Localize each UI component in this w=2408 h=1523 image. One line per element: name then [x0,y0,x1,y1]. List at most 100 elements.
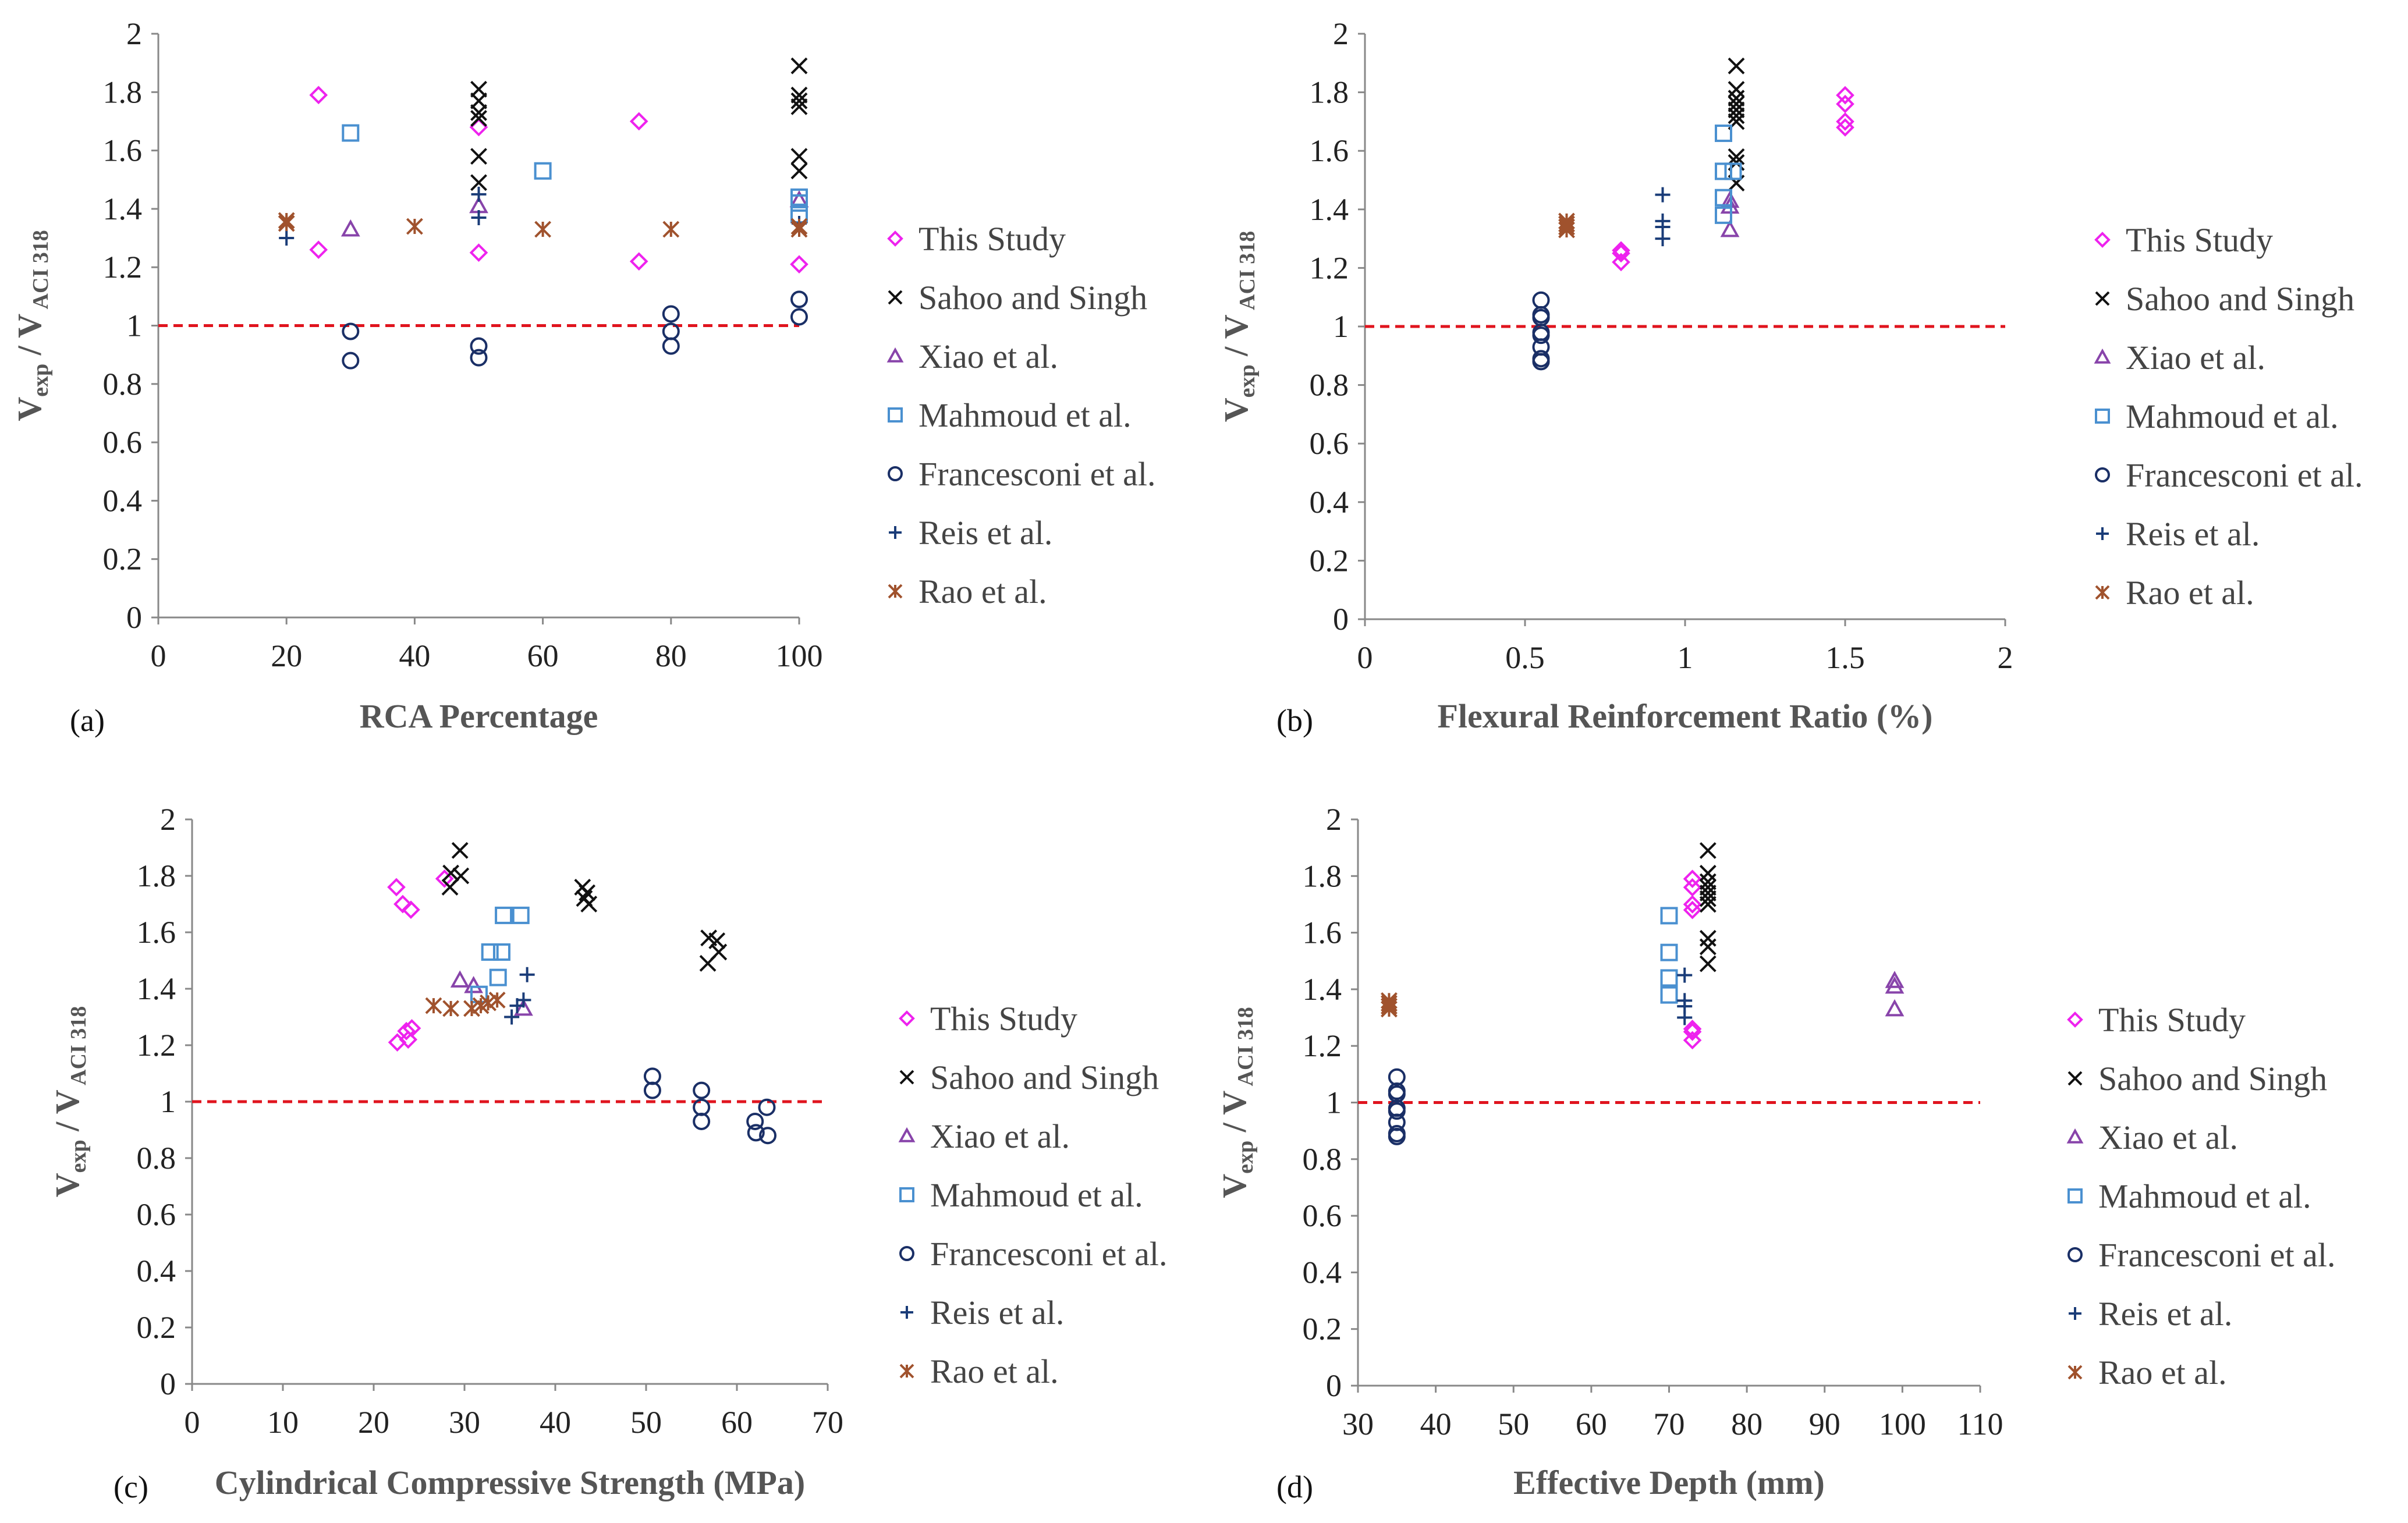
legend: This Study Sahoo and Singh Xiao et al. Mahm… [2094,221,2363,612]
legend-marker [888,290,903,305]
y-tick-label: 2 [160,802,176,837]
legend-marker [2066,1128,2084,1144]
data-point [509,998,525,1014]
x-tick-label: 70 [812,1405,843,1440]
y-tick-label: 2 [1326,802,1342,837]
legend-marker [889,526,902,539]
data-point [406,218,423,235]
legend-marker [900,1306,913,1319]
data-point [1683,1023,1702,1041]
series-this-study [309,86,808,274]
chart-b: 0 0.2 0.4 0.6 0.8 1 1.2 1.4 1.6 1.8 2 0 0.5 1 1.5 2 Flex… [1217,16,2363,738]
y-tick-label: 1.8 [137,858,176,893]
data-point [759,1127,777,1145]
legend-label: Mahmoud et al. [2126,397,2339,435]
data-point [393,894,412,914]
y-tick-label: 0 [160,1366,176,1401]
data-point [1660,907,1678,925]
data-point [464,976,483,993]
data-point [790,221,808,238]
data-point [489,968,507,986]
legend-label: Xiao et al. [2098,1119,2238,1156]
legend-label: Xiao et al. [918,338,1058,375]
series-mahmoud-et-al [470,906,530,1003]
legend-label: Reis et al. [918,514,1052,552]
x-tick-label: 60 [1576,1407,1607,1442]
data-point [1655,187,1671,203]
x-axis-title: RCA Percentage [360,697,598,735]
data-point [1683,869,1702,888]
data-point [1720,219,1740,237]
data-point [469,118,488,137]
y-axis-title: Vexp / V ACI 318 [1217,231,1260,422]
chart-a: 00.20.40.60.811.21.41.61.820 20 40 60 80 100R… [10,16,1155,738]
y-tick-label: 1.8 [1310,75,1349,110]
data-point [512,906,530,924]
y-tick-label: 0.2 [103,542,143,577]
y-axis-title-part: V [1217,397,1255,422]
data-point [1699,896,1717,913]
x-tick-label: 0.5 [1505,640,1545,675]
legend-marker [2069,1307,2081,1320]
legend-label: Mahmoud et al. [2098,1177,2311,1215]
data-point [341,219,360,237]
data-point [1728,148,1745,165]
data-point [278,215,295,232]
legend-label: Reis et al. [2098,1295,2232,1333]
legend-marker [2067,1071,2083,1086]
y-tick-label: 1.8 [1303,858,1342,893]
x-tick-label: 60 [527,638,559,673]
legend-marker [899,1246,914,1261]
data-point [1655,231,1671,247]
legend-label: Francesconi et al. [2098,1236,2335,1274]
y-tick-label: 0.6 [103,425,143,460]
y-tick-label: 1.4 [103,191,143,226]
data-point [342,124,360,142]
data-point [1885,971,1905,988]
legend-marker [888,407,903,423]
data-point [629,112,648,131]
legend-marker [888,584,903,599]
data-point [1699,929,1717,947]
series-this-study [1683,869,1702,1050]
x-tick-label: 1.5 [1825,640,1865,675]
legend-label: This Study [918,220,1066,258]
x-tick-label: 60 [721,1405,753,1440]
x-tick-label: 50 [1498,1407,1529,1442]
legend-marker [2094,232,2111,248]
data-point [504,1009,520,1025]
data-point [1836,86,1854,105]
legend-marker [2067,1188,2083,1204]
x-tick-label: 70 [1654,1407,1685,1442]
x-tick-label: 40 [1420,1407,1452,1442]
y-tick-label: 1 [126,308,142,343]
x-tick-label: 10 [267,1405,299,1440]
legend-marker [887,230,903,247]
y-tick-label: 1.6 [1303,915,1342,950]
y-axis-title-subscript: ACI 318 [29,230,53,314]
y-tick-label: 1.8 [103,74,143,109]
data-point [790,57,808,74]
legend-label: Xiao et al. [930,1117,1070,1155]
legend-marker [2067,1365,2083,1380]
legend-label: Sahoo and Singh [930,1059,1159,1096]
data-point [1715,162,1732,180]
y-tick-label: 0.8 [1310,368,1349,403]
data-point [790,255,808,274]
legend-marker [888,466,903,481]
data-point [470,110,487,127]
legend-label: Francesconi et al. [2126,456,2363,494]
y-axis-title: Vexp / V ACI 318 [1215,1007,1258,1198]
data-point [492,943,510,961]
panel-label: (a) [70,703,105,738]
data-point [442,864,460,882]
data-point [481,943,499,961]
y-axis-title-part: / V [1215,1091,1253,1141]
data-point [470,337,488,355]
legend-marker [899,1364,914,1379]
panel-label: (c) [114,1469,148,1504]
series-mahmoud-et-al [1660,907,1678,1004]
data-point [1836,94,1854,113]
data-point [1677,967,1693,983]
panel-label: (b) [1276,703,1313,738]
